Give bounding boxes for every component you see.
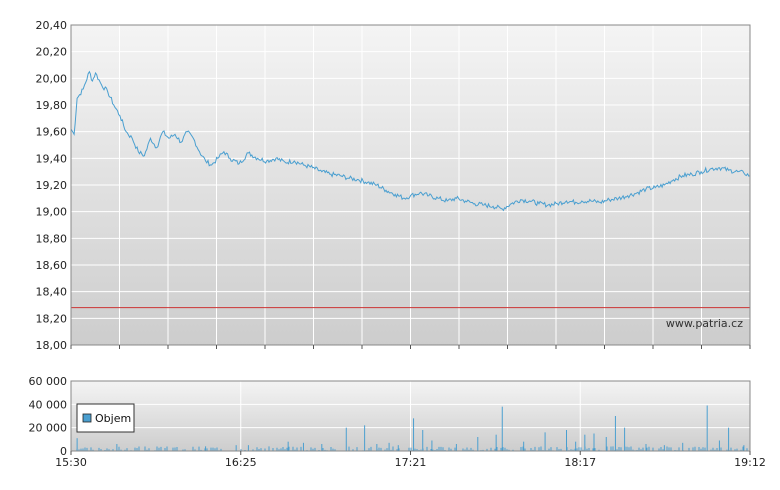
volume-y-axis-ticks: 60 000 40 000 20 000 0 — [29, 375, 68, 458]
volume-y-tick-label: 60 000 — [29, 375, 68, 388]
price-y-tick-label: 19,60 — [36, 126, 68, 139]
volume-y-tick-label: 0 — [60, 445, 67, 458]
legend-swatch-icon — [82, 413, 92, 423]
price-y-tick-label: 18,20 — [36, 312, 68, 325]
price-x-axis-ticks — [70, 345, 751, 349]
price-y-tick-label: 20,00 — [36, 72, 68, 85]
volume-y-tick-label: 40 000 — [29, 398, 68, 411]
price-y-tick-label: 19,40 — [36, 152, 68, 165]
price-y-axis-ticks: 20,40 20,20 20,00 19,80 19,60 19,40 19,20 19,00… — [36, 19, 68, 352]
price-y-tick-label: 19,20 — [36, 179, 68, 192]
price-y-tick-label: 20,20 — [36, 46, 68, 59]
time-tick-label: 17:21 — [395, 456, 427, 469]
price-y-tick-label: 19,00 — [36, 206, 68, 219]
time-tick-label: 15:30 — [55, 456, 87, 469]
price-y-tick-label: 18,60 — [36, 259, 68, 272]
time-tick-label: 18:17 — [564, 456, 596, 469]
volume-gridlines — [71, 381, 750, 451]
time-axis-ticks: 15:30 16:25 17:21 18:17 19:12 — [55, 451, 766, 469]
price-y-tick-label: 18,80 — [36, 232, 68, 245]
price-series-line — [70, 70, 751, 212]
volume-panel: 60 000 40 000 20 000 0 15:30 16:25 17:21 18:17… — [29, 375, 766, 469]
price-panel: 20,40 20,20 20,00 19,80 19,60 19,40 19,20 19,00… — [36, 19, 751, 352]
price-y-tick-label: 18,40 — [36, 286, 68, 299]
price-y-tick-label: 19,80 — [36, 99, 68, 112]
time-tick-label: 16:25 — [225, 456, 257, 469]
price-gridlines — [71, 25, 750, 345]
legend-label: Objem — [95, 412, 131, 425]
volume-y-tick-label: 20 000 — [29, 422, 68, 435]
volume-legend: Objem — [76, 403, 135, 433]
watermark: www.patria.cz — [666, 317, 743, 330]
price-y-tick-label: 20,40 — [36, 19, 68, 32]
time-tick-label: 19:12 — [734, 456, 766, 469]
price-y-tick-label: 18,00 — [36, 339, 68, 352]
